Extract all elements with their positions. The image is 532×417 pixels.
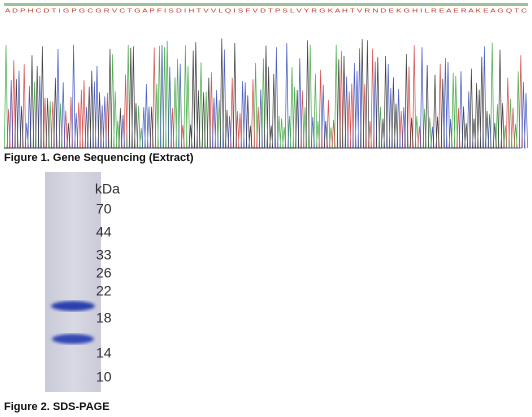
marker-label: 33: [96, 247, 112, 263]
protein-band: [52, 334, 94, 344]
gel-lane: [45, 172, 101, 392]
marker-label: 10: [96, 369, 112, 385]
marker-label: 44: [96, 224, 112, 240]
marker-label: 70: [96, 201, 112, 217]
marker-labels: 70 44 33 26 22 18 14 10: [96, 201, 112, 385]
unit-label: kDa: [95, 181, 120, 197]
figure-caption: Figure 1. Gene Sequencing (Extract): [4, 152, 194, 164]
marker-label: 22: [96, 283, 112, 299]
trace: [4, 38, 505, 149]
marker-label: 18: [96, 310, 112, 326]
marker-label: 26: [96, 265, 112, 281]
marker-label: 14: [96, 345, 112, 361]
amino-acid-sequence: A D P H C D T I G P G C G R V C T G A P …: [5, 8, 527, 14]
chromatogram: [4, 38, 528, 149]
protein-band: [51, 301, 95, 311]
figure-caption: Figure 2. SDS-PAGE: [4, 401, 110, 413]
base-calls: [4, 3, 528, 6]
